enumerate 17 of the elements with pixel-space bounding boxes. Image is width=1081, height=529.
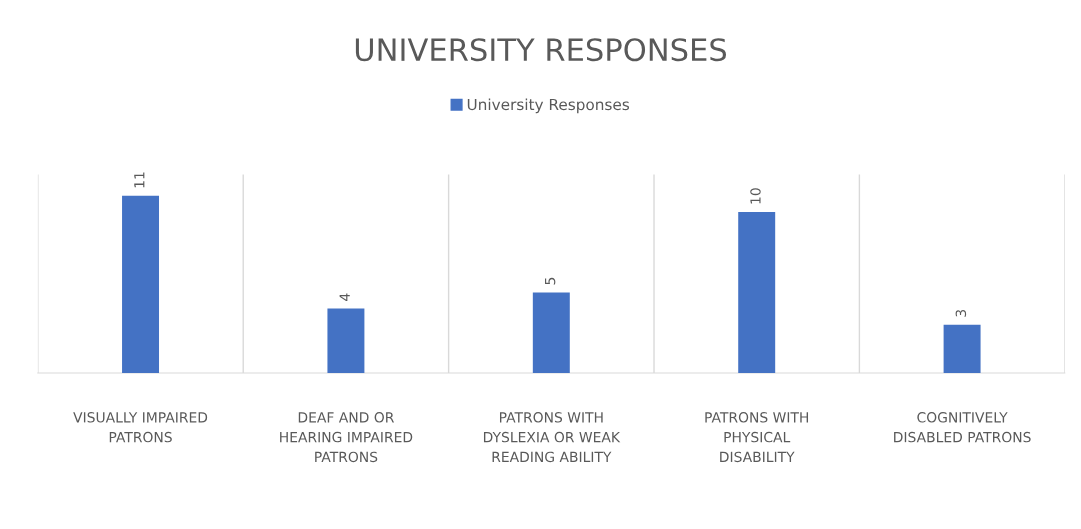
bar [532,292,570,373]
x-tick-label: PATRONS WITH PHYSICAL DISABILITY [705,412,809,463]
data-label: 10 [750,188,761,204]
data-label: 5 [545,277,556,285]
data-label: 3 [955,309,967,317]
x-tick-label: DEAF AND OR HEARING IMPAIRED PATRONS [280,412,413,463]
bar [943,324,981,373]
data-label: 11 [134,172,145,188]
x-tick-label: PATRONS WITH DYSLEXIA OR WEAK READING ABILITY [483,412,621,463]
bar [122,195,160,373]
x-tick-label: COGNITIVELY DISABLED PATRONS [894,412,1031,443]
bar [327,308,365,373]
bar [738,211,776,373]
data-label: 4 [339,293,350,301]
legend-label: University Responses [467,98,630,114]
x-tick-label: VISUALLY IMPAIRED PATRONS [73,412,208,443]
chart-title: UNIVERSITY RESPONSES [355,38,727,62]
